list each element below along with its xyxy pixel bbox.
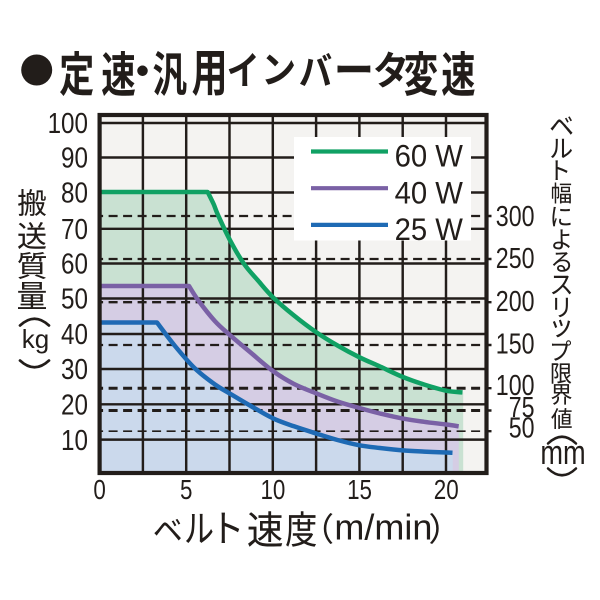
svg-text:30: 30	[61, 353, 88, 385]
svg-text:60: 60	[61, 248, 88, 280]
svg-text:0: 0	[93, 475, 105, 506]
svg-text:100: 100	[496, 368, 535, 401]
svg-text:kg: kg	[22, 324, 49, 354]
svg-text:50: 50	[61, 283, 88, 315]
svg-text:25 W: 25 W	[395, 212, 464, 247]
svg-text:20: 20	[61, 389, 88, 421]
svg-text:5: 5	[180, 475, 192, 506]
svg-text:70: 70	[61, 213, 88, 245]
svg-text:50: 50	[509, 411, 535, 444]
svg-text:100: 100	[48, 107, 88, 139]
svg-text:mm: mm	[540, 433, 585, 472]
svg-text:75: 75	[509, 390, 535, 423]
svg-text:90: 90	[61, 142, 88, 174]
svg-text:15: 15	[347, 475, 372, 506]
svg-text:10: 10	[260, 475, 285, 506]
svg-text:m/min: m/min	[334, 507, 432, 548]
svg-text:300: 300	[496, 200, 535, 233]
svg-text:200: 200	[496, 284, 535, 317]
svg-text:40 W: 40 W	[395, 175, 464, 210]
svg-text:60 W: 60 W	[395, 139, 464, 174]
svg-text:20: 20	[434, 475, 459, 506]
svg-text:150: 150	[496, 327, 535, 360]
svg-text:10: 10	[61, 424, 88, 456]
svg-text:40: 40	[61, 318, 88, 350]
svg-text:250: 250	[496, 241, 535, 274]
svg-text:80: 80	[61, 177, 88, 209]
